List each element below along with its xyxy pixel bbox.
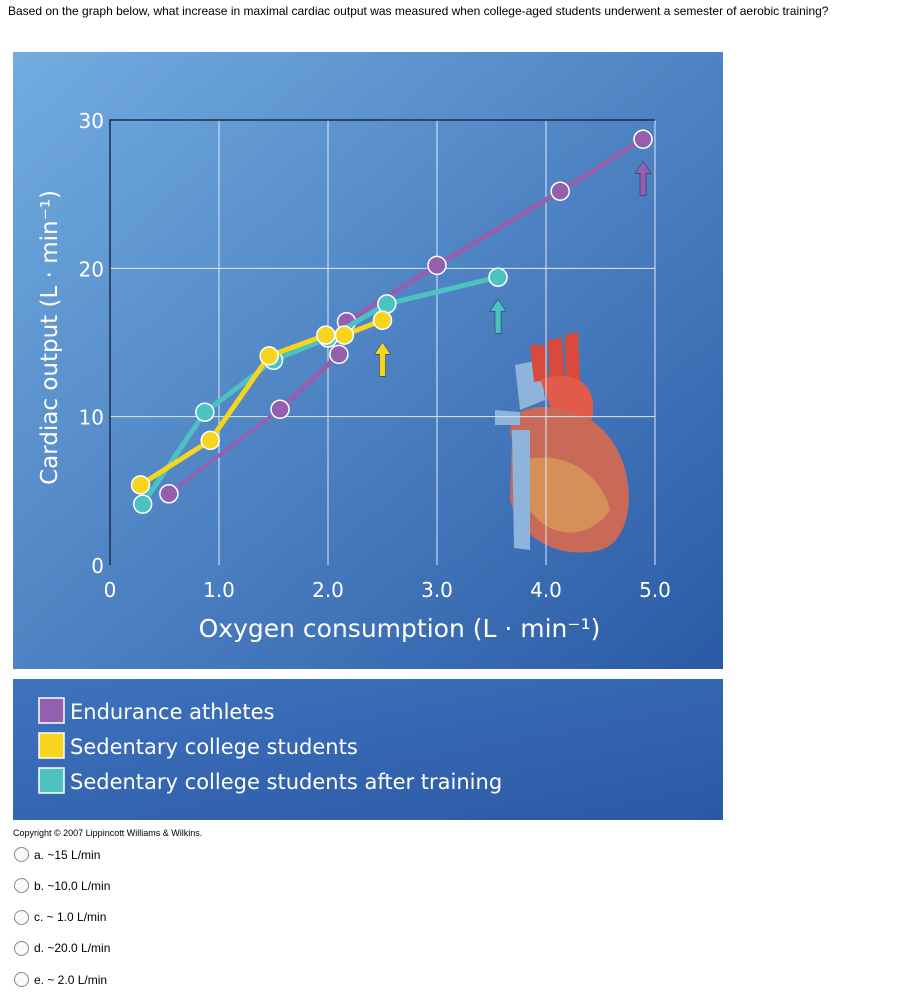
x-tick-label: 5.0 — [639, 578, 671, 602]
radio-button[interactable] — [14, 909, 29, 925]
chart: 0 1.0 2.0 3.0 4.0 5.0 0 10 20 30 Oxygen consumptio… — [13, 52, 723, 820]
data-point — [270, 399, 290, 419]
x-tick-label: 0 — [104, 578, 117, 602]
data-point — [132, 494, 153, 514]
x-tick-label: 1.0 — [203, 578, 235, 602]
copyright: Copyright © 2007 Lippincott Williams & W… — [13, 828, 203, 838]
data-point — [329, 344, 349, 365]
answer-option[interactable]: d. ~20.0 L/min — [14, 940, 111, 956]
chart-panel — [13, 52, 723, 669]
data-point — [200, 430, 221, 451]
radio-button[interactable] — [14, 878, 29, 894]
option-text: d. ~20.0 L/min — [34, 941, 111, 956]
y-tick-label: 30 — [79, 109, 104, 133]
y-tick-label: 10 — [79, 406, 104, 430]
data-point — [334, 325, 355, 345]
arrow — [374, 341, 391, 377]
y-tick-label: 20 — [79, 257, 104, 281]
legend-label: Sedentary college students after trainin… — [70, 770, 502, 794]
data-point — [159, 484, 179, 504]
legend-label: Sedentary college students — [70, 735, 358, 759]
option-text: a. ~15 L/min — [34, 847, 101, 862]
answer-option[interactable]: c. ~ 1.0 L/min — [14, 909, 107, 925]
series-line-segment — [434, 188, 563, 268]
data-point — [195, 402, 215, 422]
answer-option[interactable]: b. ~10.0 L/min — [14, 878, 111, 894]
legend-swatch — [38, 732, 65, 759]
data-point — [130, 475, 151, 495]
x-tick-label: 2.0 — [312, 578, 344, 602]
question: Based on the graph below, what increase … — [8, 4, 829, 18]
series — [130, 310, 393, 495]
x-tick-label: 4.0 — [530, 578, 562, 602]
series-line-segment — [344, 262, 440, 325]
radio-button[interactable] — [14, 940, 29, 956]
axis-frame — [109, 119, 655, 565]
series-line-segment — [207, 353, 272, 443]
legend-label: Endurance athletes — [70, 700, 274, 724]
legend-swatch — [38, 767, 65, 794]
arrow — [489, 298, 507, 334]
option-text: c. ~ 1.0 L/min — [34, 910, 107, 925]
data-point — [316, 325, 336, 345]
data-point — [427, 255, 447, 276]
series-line-segment — [384, 274, 501, 307]
y-tick-label: 0 — [91, 554, 104, 578]
y-axis-label: Cardiac output (L · min⁻¹) — [37, 190, 63, 485]
data-point — [488, 267, 508, 287]
option-text: e. ~ 2.0 L/min — [34, 972, 108, 987]
arrow — [634, 160, 652, 196]
data-point — [259, 346, 279, 366]
data-point — [633, 129, 653, 150]
series-line-segment — [140, 409, 208, 507]
x-tick-label: 3.0 — [421, 578, 453, 602]
series-line-segment — [266, 332, 329, 359]
x-axis-label: Oxygen consumption (L · min⁻¹) — [199, 614, 601, 643]
answer-option[interactable]: a. ~15 L/min — [14, 847, 100, 862]
legend-panel — [13, 679, 723, 820]
answer-option[interactable]: e. ~ 2.0 L/min — [14, 972, 108, 988]
series-line-segment — [166, 407, 283, 496]
option-text: b. ~10.0 L/min — [34, 878, 111, 893]
radio-button[interactable] — [14, 972, 29, 988]
series-line-segment — [138, 437, 213, 488]
data-point — [377, 294, 397, 314]
data-point — [550, 181, 570, 201]
series-line-segment — [557, 136, 646, 194]
series-line-segment — [277, 351, 342, 412]
data-point — [372, 310, 393, 330]
legend-swatch — [38, 697, 65, 724]
radio-button[interactable] — [14, 847, 29, 862]
